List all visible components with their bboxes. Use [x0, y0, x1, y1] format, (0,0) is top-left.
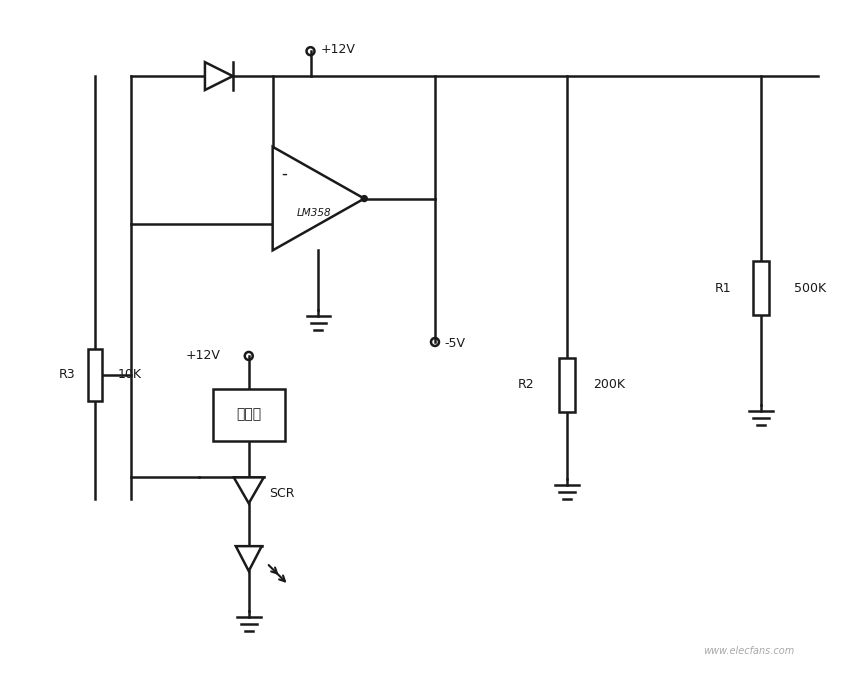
- Polygon shape: [234, 477, 264, 503]
- Text: SCR: SCR: [269, 487, 294, 500]
- Text: -: -: [282, 165, 287, 182]
- Text: 10K: 10K: [118, 368, 141, 381]
- Text: 继电器: 继电器: [236, 407, 261, 422]
- Text: LM358: LM358: [298, 207, 332, 218]
- Polygon shape: [205, 62, 233, 90]
- Bar: [88, 349, 102, 401]
- Text: 500K: 500K: [794, 281, 827, 295]
- Bar: [213, 388, 285, 441]
- Polygon shape: [236, 546, 262, 571]
- Text: 200K: 200K: [593, 378, 625, 391]
- Circle shape: [362, 195, 368, 201]
- Text: +12V: +12V: [320, 43, 356, 56]
- Polygon shape: [272, 147, 364, 250]
- Text: +12V: +12V: [186, 349, 221, 363]
- Text: www.elecfans.com: www.elecfans.com: [703, 645, 794, 656]
- Text: -5V: -5V: [444, 338, 465, 351]
- Text: R2: R2: [517, 378, 534, 391]
- Text: R1: R1: [714, 281, 731, 295]
- Bar: [753, 261, 769, 315]
- Text: R3: R3: [59, 368, 76, 381]
- Bar: [560, 358, 575, 412]
